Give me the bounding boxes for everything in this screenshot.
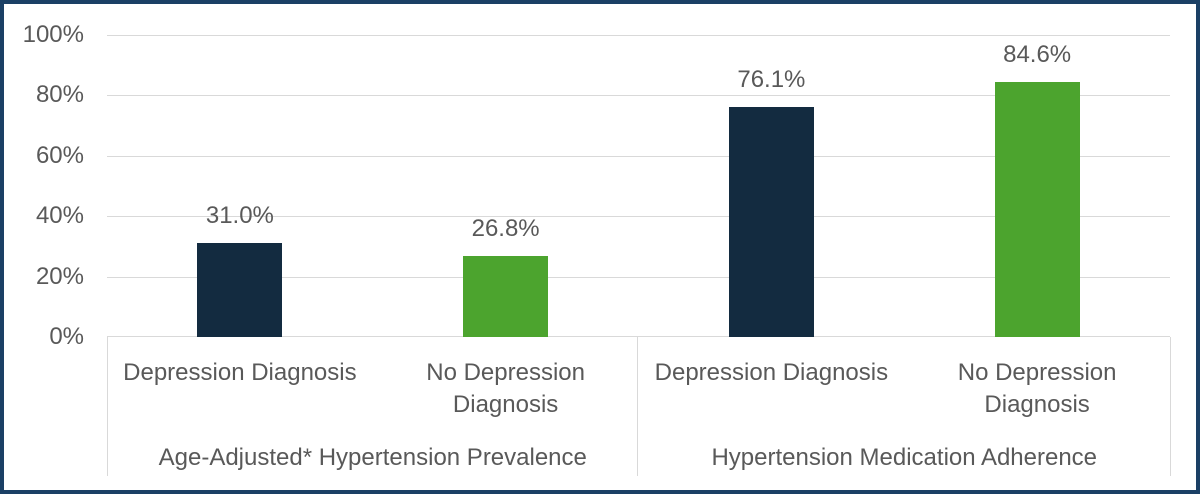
plot-area: 31.0% 26.8% 76.1% 84.6% <box>107 35 1170 337</box>
category-label: No Depression Diagnosis <box>426 359 585 418</box>
y-axis-tick-label: 100% <box>22 21 84 48</box>
data-label: 76.1% <box>737 66 806 93</box>
category-cell: Depression Diagnosis <box>639 337 905 437</box>
category-label: No Depression Diagnosis <box>957 359 1117 418</box>
bar-slot: 84.6% <box>904 35 1170 337</box>
group-cell: Age-Adjusted* Hypertension Prevalence <box>107 440 639 476</box>
bar-no-depression-adherence <box>994 82 1080 337</box>
category-cell: No Depression Diagnosis <box>373 337 639 437</box>
bar-slot: 26.8% <box>373 35 639 337</box>
group-label-adherence: Hypertension Medication Adherence <box>711 444 1098 471</box>
category-cell: Depression Diagnosis <box>107 337 373 437</box>
bar-slot: 31.0% <box>107 35 373 337</box>
gridline-60 <box>107 156 1170 157</box>
category-label: Depression Diagnosis <box>654 359 889 386</box>
bar-no-depression-prevalence <box>463 256 549 337</box>
gridline-20 <box>107 277 1170 278</box>
data-label: 26.8% <box>471 215 540 242</box>
gridline-100 <box>107 35 1170 36</box>
x-axis-line <box>107 336 1170 337</box>
category-divider-left <box>107 337 108 476</box>
bar-depression-adherence <box>728 107 814 337</box>
gridline-80 <box>107 95 1170 96</box>
category-label: Depression Diagnosis <box>123 359 357 386</box>
bars-row: 31.0% 26.8% 76.1% 84.6% <box>107 35 1170 337</box>
y-axis-tick-label: 60% <box>35 142 84 169</box>
category-divider-right <box>1170 337 1171 476</box>
category-divider-middle <box>637 337 638 476</box>
y-axis-tick-label: 40% <box>35 202 84 229</box>
group-cell: Hypertension Medication Adherence <box>639 440 1171 476</box>
category-cell: No Depression Diagnosis <box>904 337 1170 437</box>
y-axis-tick-label: 80% <box>35 81 84 108</box>
y-axis-tick-label: 20% <box>35 263 84 290</box>
category-axis: Depression Diagnosis No Depression Diagn… <box>107 337 1170 437</box>
bar-depression-prevalence <box>197 243 283 337</box>
y-axis-tick-label: 0% <box>49 323 84 350</box>
data-label: 31.0% <box>205 202 274 229</box>
bar-slot: 76.1% <box>639 35 905 337</box>
group-label-prevalence: Age-Adjusted* Hypertension Prevalence <box>158 444 587 471</box>
data-label: 84.6% <box>1003 41 1072 68</box>
group-axis: Age-Adjusted* Hypertension Prevalence Hy… <box>107 440 1170 476</box>
gridline-40 <box>107 216 1170 217</box>
